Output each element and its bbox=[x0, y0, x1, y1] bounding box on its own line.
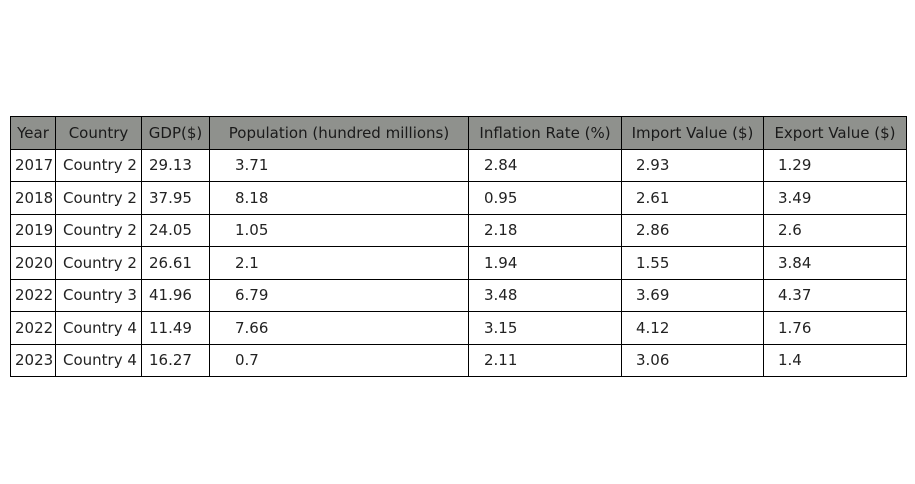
table-cell: 4.12 bbox=[621, 311, 764, 345]
table-cell: 1.55 bbox=[621, 246, 764, 280]
table-cell: Country 2 bbox=[55, 181, 142, 215]
column-header: Export Value ($) bbox=[763, 116, 907, 150]
table-cell: 2.6 bbox=[763, 213, 907, 247]
table-cell: 29.13 bbox=[141, 148, 210, 182]
table-cell: 2.11 bbox=[468, 343, 622, 377]
table-cell: Country 4 bbox=[55, 343, 142, 377]
column-header: Country bbox=[55, 116, 142, 150]
table-cell: Country 2 bbox=[55, 213, 142, 247]
column-header: GDP($) bbox=[141, 116, 210, 150]
table-cell: 3.48 bbox=[468, 278, 622, 312]
table-cell: 2.61 bbox=[621, 181, 764, 215]
table-cell: 7.66 bbox=[209, 311, 469, 345]
table-cell: 2.1 bbox=[209, 246, 469, 280]
table-cell: 1.4 bbox=[763, 343, 907, 377]
data-table: Year Country GDP($) Population (hundred mil… bbox=[10, 116, 907, 377]
table-row: 2020 Country 2 26.61 2.1 1.94 1.55 3.84 bbox=[10, 246, 907, 280]
table-row: 2017 Country 2 29.13 3.71 2.84 2.93 1.29 bbox=[10, 148, 907, 182]
table-row: 2022 Country 3 41.96 6.79 3.48 3.69 4.37 bbox=[10, 278, 907, 312]
table-row: 2022 Country 4 11.49 7.66 3.15 4.12 1.76 bbox=[10, 311, 907, 345]
table-cell: 1.05 bbox=[209, 213, 469, 247]
table-body: 2017 Country 2 29.13 3.71 2.84 2.93 1.29 2018 Co… bbox=[10, 148, 907, 377]
table-cell: 2.93 bbox=[621, 148, 764, 182]
column-header: Year bbox=[10, 116, 56, 150]
table-cell: 2022 bbox=[10, 311, 56, 345]
table-cell: 37.95 bbox=[141, 181, 210, 215]
column-header: Inflation Rate (%) bbox=[468, 116, 622, 150]
table-cell: 3.15 bbox=[468, 311, 622, 345]
table-cell: 0.7 bbox=[209, 343, 469, 377]
table-cell: 2017 bbox=[10, 148, 56, 182]
table-cell: 2019 bbox=[10, 213, 56, 247]
table-row: 2018 Country 2 37.95 8.18 0.95 2.61 3.49 bbox=[10, 181, 907, 215]
table-cell: 24.05 bbox=[141, 213, 210, 247]
table-cell: 2.84 bbox=[468, 148, 622, 182]
table-cell: 3.84 bbox=[763, 246, 907, 280]
table-cell: 16.27 bbox=[141, 343, 210, 377]
header-row: Year Country GDP($) Population (hundred mil… bbox=[10, 116, 907, 150]
table-cell: Country 4 bbox=[55, 311, 142, 345]
table-cell: 41.96 bbox=[141, 278, 210, 312]
table-cell: Country 2 bbox=[55, 246, 142, 280]
table-cell: 6.79 bbox=[209, 278, 469, 312]
table-cell: 3.06 bbox=[621, 343, 764, 377]
table-cell: 4.37 bbox=[763, 278, 907, 312]
table-cell: 2.18 bbox=[468, 213, 622, 247]
column-header: Import Value ($) bbox=[621, 116, 764, 150]
table-cell: 8.18 bbox=[209, 181, 469, 215]
table-cell: 11.49 bbox=[141, 311, 210, 345]
table-cell: 1.94 bbox=[468, 246, 622, 280]
table-cell: 2.86 bbox=[621, 213, 764, 247]
table-row: 2023 Country 4 16.27 0.7 2.11 3.06 1.4 bbox=[10, 343, 907, 377]
table-cell: 2018 bbox=[10, 181, 56, 215]
table-cell: 2023 bbox=[10, 343, 56, 377]
table-cell: 3.71 bbox=[209, 148, 469, 182]
table-cell: 3.49 bbox=[763, 181, 907, 215]
table-cell: 2022 bbox=[10, 278, 56, 312]
table-cell: 1.76 bbox=[763, 311, 907, 345]
table-cell: 26.61 bbox=[141, 246, 210, 280]
table-cell: 2020 bbox=[10, 246, 56, 280]
table-cell: Country 3 bbox=[55, 278, 142, 312]
table-cell: 0.95 bbox=[468, 181, 622, 215]
table-row: 2019 Country 2 24.05 1.05 2.18 2.86 2.6 bbox=[10, 213, 907, 247]
table-cell: Country 2 bbox=[55, 148, 142, 182]
table-cell: 3.69 bbox=[621, 278, 764, 312]
column-header: Population (hundred millions) bbox=[209, 116, 469, 150]
table-cell: 1.29 bbox=[763, 148, 907, 182]
